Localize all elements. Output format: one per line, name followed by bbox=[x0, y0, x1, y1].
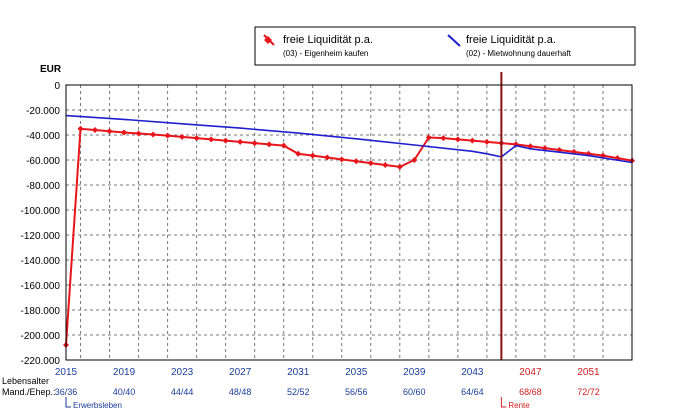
data-point bbox=[251, 140, 258, 147]
data-point bbox=[338, 156, 345, 163]
legend-title-1: freie Liquidität p.a. bbox=[283, 34, 373, 46]
legend-box bbox=[254, 26, 636, 66]
x-tick-label: 2023 bbox=[171, 367, 194, 378]
phase-marker-label: Rente bbox=[508, 401, 530, 410]
x-axis-ticks: 2015 2019 2023 2027 2031 2035 2039 2043 2047 2051 bbox=[55, 367, 600, 378]
data-point bbox=[92, 127, 99, 133]
series-line-1 bbox=[65, 127, 633, 346]
y-tick-label: -140.000 bbox=[21, 256, 61, 267]
data-point bbox=[324, 154, 331, 161]
y-axis-ticks: 0 -20.000 -40.000 -60.000 -80.000 -100.000 -12… bbox=[21, 81, 61, 367]
y-tick-label: -180.000 bbox=[21, 306, 61, 317]
age-label: 56/56 bbox=[345, 387, 368, 397]
legend-subtitle-1: (03) - Eigenheim kaufen bbox=[283, 49, 368, 58]
y-tick-label: 0 bbox=[54, 81, 60, 92]
legend-swatch-2 bbox=[447, 34, 461, 47]
legend-item-2: freie Liquidität p.a. (02) - Mietwohnung… bbox=[447, 34, 572, 58]
y-tick-label: -60.000 bbox=[26, 156, 60, 167]
data-point bbox=[280, 142, 287, 149]
age-label: 68/68 bbox=[519, 387, 542, 397]
age-label: 52/52 bbox=[287, 387, 310, 397]
phase-marker-bracket bbox=[500, 397, 507, 408]
series-line-2 bbox=[65, 114, 633, 164]
y-tick-label: -40.000 bbox=[26, 131, 60, 142]
age-label: 36/36 bbox=[55, 387, 78, 397]
y-tick-label: -20.000 bbox=[26, 106, 60, 117]
x-tick-label: 2035 bbox=[345, 367, 368, 378]
age-label: 60/60 bbox=[403, 387, 426, 397]
data-point bbox=[193, 135, 200, 142]
y-tick-label: -160.000 bbox=[21, 281, 61, 292]
legend-marker-1 bbox=[264, 36, 272, 44]
age-labels: 36/36 40/40 44/44 48/48 52/52 56/56 60/60 64/64… bbox=[55, 387, 600, 397]
legend-item-1: freie Liquidität p.a. (03) - Eigenheim k… bbox=[263, 34, 373, 58]
x-tick-label: 2015 bbox=[55, 367, 78, 378]
data-point bbox=[309, 152, 316, 159]
legend-subtitle-2: (02) - Mietwohnung dauerhaft bbox=[466, 49, 572, 58]
x-tick-label: 2043 bbox=[461, 367, 484, 378]
age-label: 44/44 bbox=[171, 387, 194, 397]
data-point bbox=[179, 133, 186, 140]
data-point bbox=[164, 132, 171, 139]
data-point bbox=[295, 150, 302, 157]
phase-markers: Erwerbsleben Rente bbox=[65, 397, 530, 410]
x-tick-label: 2039 bbox=[403, 367, 426, 378]
row-label-mand-ehep: Mand./Ehep.: bbox=[2, 387, 56, 397]
y-tick-label: -100.000 bbox=[21, 206, 61, 217]
data-point bbox=[150, 131, 157, 138]
legend: freie Liquidität p.a. (03) - Eigenheim k… bbox=[254, 26, 636, 66]
age-label: 72/72 bbox=[577, 387, 600, 397]
data-point bbox=[367, 160, 374, 167]
x-tick-label: 2027 bbox=[229, 367, 252, 378]
y-tick-label: -80.000 bbox=[26, 181, 60, 192]
row-label-lebensalter: Lebensalter bbox=[2, 376, 49, 386]
data-point bbox=[396, 163, 403, 170]
age-label: 40/40 bbox=[113, 387, 136, 397]
data-point bbox=[454, 136, 461, 143]
data-point bbox=[425, 134, 432, 141]
phase-marker-label: Erwerbsleben bbox=[73, 401, 122, 410]
data-point bbox=[483, 138, 490, 145]
plot-frame bbox=[65, 84, 633, 361]
x-tick-label: 2051 bbox=[577, 367, 600, 378]
legend-title-2: freie Liquidität p.a. bbox=[466, 34, 556, 46]
data-point bbox=[411, 157, 418, 163]
phase-marker-bracket bbox=[65, 397, 71, 408]
y-unit-label: EUR bbox=[40, 64, 62, 75]
data-point bbox=[353, 158, 360, 165]
x-tick-label: 2047 bbox=[519, 367, 542, 378]
data-point bbox=[77, 125, 84, 132]
data-point bbox=[208, 136, 215, 143]
age-label: 48/48 bbox=[229, 387, 252, 397]
data-point bbox=[469, 137, 476, 144]
data-point bbox=[121, 129, 128, 136]
x-tick-label: 2019 bbox=[113, 367, 136, 378]
y-tick-label: -120.000 bbox=[21, 231, 61, 242]
data-point bbox=[440, 135, 447, 142]
data-point bbox=[237, 138, 244, 145]
y-tick-label: -200.000 bbox=[21, 331, 61, 342]
data-point bbox=[135, 130, 142, 137]
grid bbox=[66, 84, 632, 361]
data-point bbox=[222, 137, 229, 144]
series-layer bbox=[63, 72, 635, 360]
age-label: 64/64 bbox=[461, 387, 484, 397]
data-point bbox=[106, 128, 113, 135]
data-point bbox=[382, 162, 389, 168]
y-tick-label: -220.000 bbox=[21, 356, 61, 367]
data-point bbox=[266, 141, 273, 148]
x-tick-label: 2031 bbox=[287, 367, 310, 378]
